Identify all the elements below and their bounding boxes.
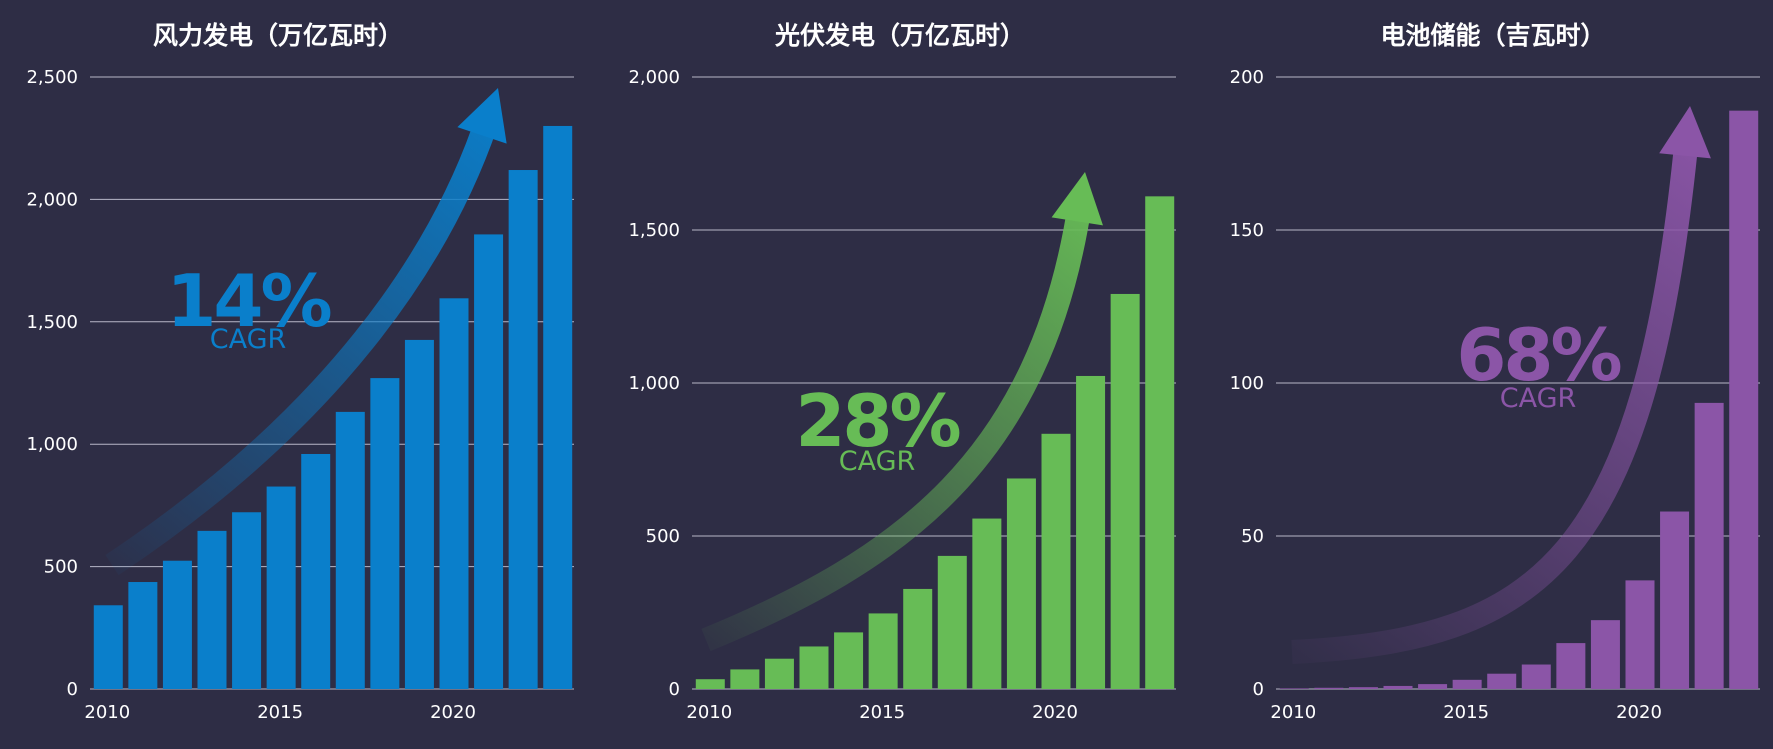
bar-2016 [903,588,933,689]
bar-2020 [1625,580,1655,689]
cagr-value: 68% [1456,313,1620,397]
chart-panel-3: 电池储能（吉瓦时） 0 50 100 150 200 2010 2015 2020 68%CAGR [1230,21,1760,723]
bar-2016 [301,453,331,689]
cagr-label: CAGR [210,324,287,355]
bar-2010 [93,605,123,689]
bar-2019 [404,339,434,689]
y-tick-label: 1,000 [628,373,680,394]
bar-2020 [1041,433,1071,689]
x-tick-label: 2020 [1032,702,1078,723]
y-tick-label: 1,500 [26,312,78,333]
y-tick-label: 200 [1230,67,1264,88]
bar-2016 [1487,673,1517,689]
bar-2013 [1383,685,1413,689]
cagr-label: CAGR [1500,383,1577,414]
growth-arrowhead [1659,106,1711,159]
x-tick-label: 2020 [1616,702,1662,723]
bar-2011 [730,669,760,689]
y-tick-label: 2,000 [26,189,78,210]
bar-2020 [439,298,469,689]
bar-2021 [1076,375,1106,689]
growth-arrow [105,116,499,575]
bar-2022 [508,170,538,690]
y-tick-label: 2,000 [628,67,680,88]
bar-2014 [834,632,864,689]
bar-2012 [1348,687,1378,689]
growth-arrow [1291,138,1699,664]
bar-2023 [1145,196,1175,689]
y-tick-label: 1,500 [628,220,680,241]
bar-2023 [1729,110,1759,689]
bar-2010 [1279,688,1309,689]
y-tick-label: 150 [1230,220,1264,241]
bar-2012 [162,560,192,689]
x-tick-label: 2015 [1443,702,1489,723]
y-tick-label: 50 [1241,526,1264,547]
x-tick-label: 2010 [686,702,732,723]
cagr-value: 14% [166,259,330,343]
growth-arrowhead [1051,172,1103,226]
bar-2021 [474,234,504,689]
bar-2011 [1314,687,1344,689]
chart-title: 电池储能（吉瓦时） [1380,21,1605,50]
bar-2013 [799,646,829,689]
cagr-value: 28% [795,379,959,463]
bar-2014 [232,512,262,689]
bar-2015 [266,486,296,689]
bar-2021 [1660,511,1690,689]
y-tick-label: 100 [1230,373,1264,394]
bar-2011 [128,582,158,689]
y-tick-label: 500 [44,557,78,578]
bar-2013 [197,530,227,689]
bar-2017 [937,555,967,689]
bar-2015 [868,613,898,689]
x-tick-label: 2010 [84,702,130,723]
chart-panel-2: 光伏发电（万亿瓦时） 0 500 1,000 1,500 2,000 2010 2015 202… [628,21,1176,723]
bar-2023 [543,125,573,689]
y-tick-label: 0 [67,679,78,700]
x-tick-label: 2015 [257,702,303,723]
bar-2017 [335,411,365,689]
x-tick-label: 2010 [1270,702,1316,723]
chart-panel-1: 风力发电（万亿瓦时） 0 500 1,000 1,500 2,000 2,500 2010 20… [26,21,574,723]
bar-2015 [1452,679,1482,689]
growth-arrowhead [457,88,507,144]
x-tick-label: 2015 [859,702,905,723]
bar-2012 [764,658,794,689]
x-tick-label: 2020 [430,702,476,723]
bar-2022 [1110,293,1140,689]
bar-2014 [1418,684,1448,689]
bar-2017 [1521,664,1551,689]
chart-title: 光伏发电（万亿瓦时） [774,21,1025,50]
bar-2018 [1556,643,1586,689]
bar-2019 [1590,620,1620,689]
bar-2018 [972,518,1002,689]
cagr-label: CAGR [839,446,916,477]
growth-arrow [701,203,1092,652]
y-tick-label: 1,000 [26,434,78,455]
bar-2018 [370,378,400,689]
y-tick-label: 0 [669,679,680,700]
y-tick-label: 2,500 [26,67,78,88]
y-tick-label: 0 [1253,679,1264,700]
chart-title: 风力发电（万亿瓦时） [153,21,403,50]
bar-2019 [1006,478,1036,689]
bar-2010 [695,679,725,689]
bar-2022 [1694,402,1724,689]
y-tick-label: 500 [646,526,680,547]
